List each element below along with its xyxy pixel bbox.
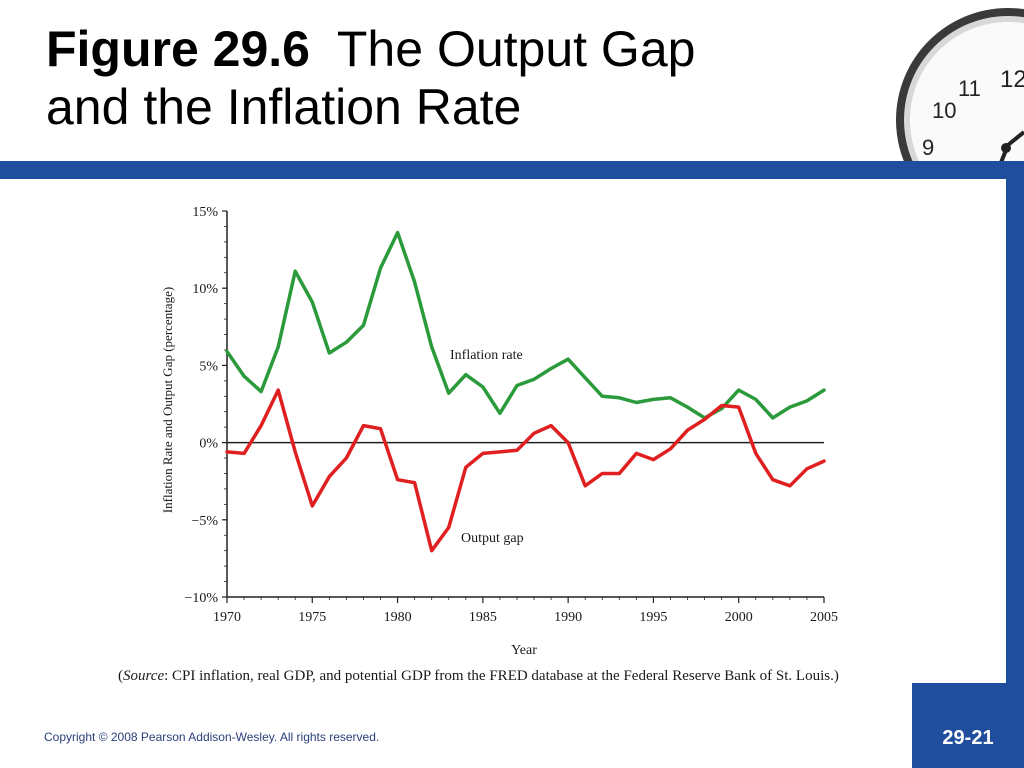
y-tick-label: 0% (199, 437, 218, 452)
y-tick-label: −5% (191, 514, 218, 529)
output-gap-line (225, 388, 826, 553)
copyright-notice: Copyright © 2008 Pearson Addison-Wesley.… (44, 730, 380, 744)
series-lines (225, 230, 826, 553)
inflation-rate-line (225, 230, 826, 420)
slide-title: Figure 29.6 The Output Gap and the Infla… (46, 20, 846, 136)
x-axis: 1970 1975 1980 1985 1990 1995 2000 2005 (213, 596, 838, 625)
x-tick-label: 2005 (810, 610, 838, 625)
x-tick-label: 2000 (725, 610, 753, 625)
header-band (0, 161, 1024, 179)
x-tick-label: 1980 (384, 610, 412, 625)
right-side-bar (1006, 179, 1024, 768)
y-tick-label: 10% (192, 282, 218, 297)
x-tick-label: 1995 (639, 610, 667, 625)
source-note: (Source: CPI inflation, real GDP, and po… (118, 666, 858, 686)
title-line2: and the Inflation Rate (46, 79, 522, 135)
clock-number-9: 9 (922, 135, 934, 160)
source-label: Source (123, 668, 165, 684)
page-number: 29-21 (942, 727, 994, 749)
clock-number-11: 11 (958, 76, 981, 101)
clock-number-12: 12 (1000, 66, 1024, 93)
y-axis-label: Inflation Rate and Output Gap (percentag… (160, 287, 175, 513)
x-tick-label: 1975 (298, 610, 326, 625)
clock-icon: 12 11 10 9 (896, 8, 1024, 165)
x-axis-label: Year (511, 643, 537, 658)
series-label-output-gap: Output gap (461, 531, 524, 546)
x-tick-label: 1990 (554, 610, 582, 625)
y-tick-label: 15% (192, 205, 218, 220)
source-text: : CPI inflation, real GDP, and potential… (164, 668, 839, 684)
y-tick-label: −10% (184, 591, 218, 606)
y-tick-label: 5% (199, 359, 218, 374)
page-number-box: 29-21 (912, 683, 1024, 768)
y-axis: 15% 10% 5% 0% −5% −10% (184, 205, 228, 606)
output-gap-inflation-chart: 15%10%5%0%−5%−10% 1970 1975 1980 1985 1990 19… (160, 205, 838, 658)
series-label-inflation-rate: Inflation rate (450, 348, 523, 363)
x-tick-label: 1970 (213, 610, 241, 625)
figure-number: Figure 29.6 (46, 21, 310, 77)
source-open-paren: ( (118, 668, 123, 684)
title-line1: The Output Gap (336, 21, 696, 77)
clock-number-10: 10 (932, 98, 956, 123)
x-tick-label: 1985 (469, 610, 497, 625)
